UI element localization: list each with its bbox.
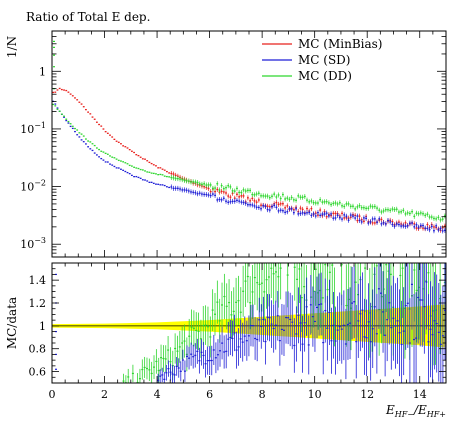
legend-label: MC (SD) xyxy=(298,53,351,67)
bottom-panel xyxy=(51,262,447,384)
y-tick-label: 1 xyxy=(39,320,46,333)
y-tick-label: 10−1 xyxy=(20,121,46,136)
y-tick-label: 10−2 xyxy=(20,179,46,194)
y-tick-label: 1 xyxy=(39,65,46,78)
series-mc-minbias- xyxy=(52,87,446,233)
y-tick-label: 0.8 xyxy=(29,343,47,356)
x-tick-label: 10 xyxy=(308,388,322,401)
top-y-axis-label: 1/N xyxy=(5,36,19,58)
chart-title: Ratio of Total E dep. xyxy=(26,10,150,24)
x-tick-label: 14 xyxy=(413,388,427,401)
bottom-y-axis-label: MC/data xyxy=(5,297,19,349)
y-tick-label: 10−3 xyxy=(20,236,46,251)
x-tick-label: 2 xyxy=(101,388,108,401)
y-tick-label: 1.2 xyxy=(29,297,47,310)
x-axis-label: EHF−/EHF+ xyxy=(385,403,446,419)
x-tick-label: 12 xyxy=(360,388,374,401)
legend-label: MC (DD) xyxy=(298,69,352,83)
series-mc-sd- xyxy=(52,100,446,234)
series-mc-dd- xyxy=(52,40,446,223)
x-tick-label: 0 xyxy=(49,388,56,401)
y-tick-label: 0.6 xyxy=(29,366,47,379)
top-frame xyxy=(51,30,447,258)
ratio-series-sd xyxy=(157,263,446,383)
top-panel xyxy=(51,30,447,258)
y-tick-label: 1.4 xyxy=(29,274,47,287)
legend-label: MC (MinBias) xyxy=(298,37,382,51)
x-tick-label: 8 xyxy=(259,388,266,401)
x-tick-label: 6 xyxy=(206,388,213,401)
x-tick-label: 4 xyxy=(154,388,161,401)
legend: MC (MinBias) MC (SD) MC (DD) xyxy=(262,37,382,83)
